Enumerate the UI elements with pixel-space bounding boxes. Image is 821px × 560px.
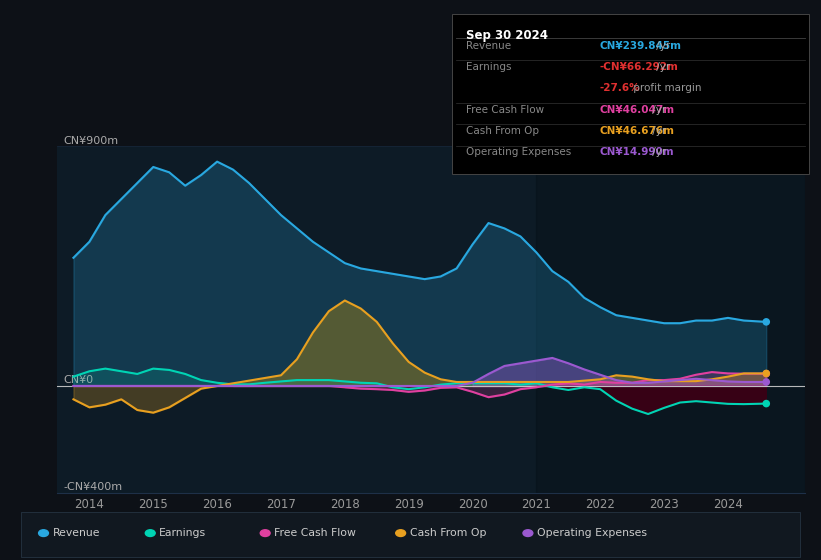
Text: -CN¥400m: -CN¥400m [64, 482, 123, 492]
Text: Sep 30 2024: Sep 30 2024 [466, 29, 548, 42]
Text: /yr: /yr [649, 105, 666, 115]
Text: Revenue: Revenue [466, 41, 511, 51]
Text: /yr: /yr [654, 41, 671, 51]
Text: CN¥46.047m: CN¥46.047m [599, 105, 675, 115]
Point [759, 369, 773, 378]
Text: Free Cash Flow: Free Cash Flow [466, 105, 544, 115]
Point [759, 318, 773, 326]
Text: CN¥0: CN¥0 [64, 375, 94, 385]
Text: -27.6%: -27.6% [599, 83, 640, 94]
Text: Cash From Op: Cash From Op [410, 528, 486, 538]
Text: CN¥900m: CN¥900m [64, 136, 119, 146]
Text: Operating Expenses: Operating Expenses [466, 147, 571, 157]
Point [759, 399, 773, 408]
Bar [536, 146, 805, 493]
Text: Earnings: Earnings [466, 62, 511, 72]
Text: Earnings: Earnings [159, 528, 206, 538]
Text: -CN¥66.292m: -CN¥66.292m [599, 62, 678, 72]
Text: /yr: /yr [649, 126, 666, 136]
Text: Revenue: Revenue [53, 528, 100, 538]
Text: profit margin: profit margin [630, 83, 701, 94]
Point [759, 369, 773, 378]
Text: /yr: /yr [654, 62, 671, 72]
Point [759, 377, 773, 386]
Text: /yr: /yr [649, 147, 666, 157]
Text: CN¥14.990m: CN¥14.990m [599, 147, 674, 157]
Text: CN¥239.845m: CN¥239.845m [599, 41, 681, 51]
Text: Operating Expenses: Operating Expenses [537, 528, 647, 538]
Text: Cash From Op: Cash From Op [466, 126, 539, 136]
Text: Free Cash Flow: Free Cash Flow [274, 528, 356, 538]
Text: CN¥46.676m: CN¥46.676m [599, 126, 674, 136]
